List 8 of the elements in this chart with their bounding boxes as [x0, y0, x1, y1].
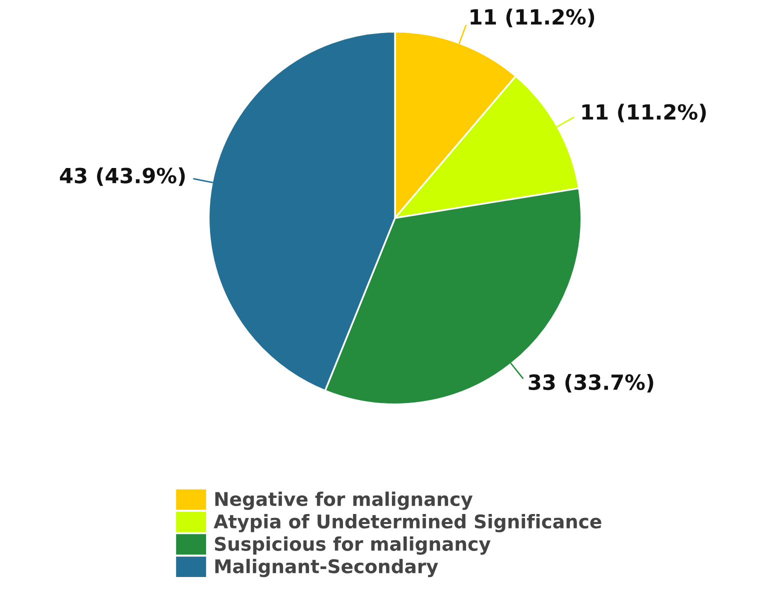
data-label: 43 (43.9%) [60, 167, 185, 186]
legend-label: Atypia of Undetermined Significance [214, 514, 602, 532]
legend-label: Negative for malignancy [215, 492, 473, 510]
data-label: 33 (33.7%) [528, 374, 654, 393]
legend-label: Suspicious for malignancy [214, 536, 491, 555]
data-label: 11 (11.2%) [470, 8, 594, 28]
legend-label: Malignant-Secondary [215, 558, 438, 578]
data-label: 11 (11.2%) [582, 104, 706, 122]
